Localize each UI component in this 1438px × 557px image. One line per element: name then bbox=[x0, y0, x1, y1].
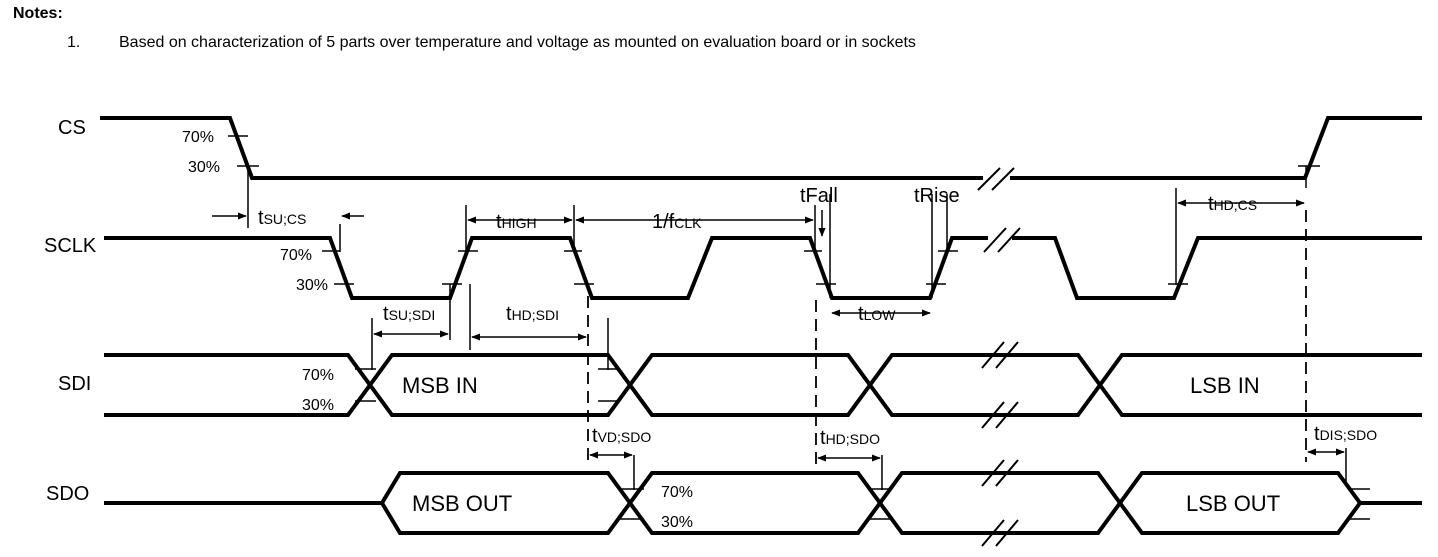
sdi-70-label: 70% bbox=[302, 367, 334, 384]
sdi-threshold-marks bbox=[355, 368, 620, 402]
label-t-rise: tRise bbox=[914, 185, 960, 207]
label-t-dis-sdo: tDIS;SDO bbox=[1314, 423, 1377, 445]
label-t-su-cs: tSU;CS bbox=[258, 207, 306, 229]
cs-break-mark bbox=[977, 167, 1015, 191]
label-t-fall: tFall bbox=[800, 185, 838, 207]
label-period: 1/fCLK bbox=[652, 211, 702, 233]
label-t-hd-cs: tHD;CS bbox=[1208, 193, 1257, 215]
sdo-30-label: 30% bbox=[661, 514, 693, 531]
sdo-70-label: 70% bbox=[661, 484, 693, 501]
ref-line-sdo-valid bbox=[633, 448, 1347, 490]
sclk-threshold-marks bbox=[322, 250, 1188, 285]
sclk-70-label: 70% bbox=[280, 247, 312, 264]
sdo-break-mark-bottom bbox=[981, 519, 1019, 547]
sclk-break-mark bbox=[983, 227, 1021, 253]
ref-line-sclk-edges bbox=[339, 166, 1307, 370]
signal-label-sclk: SCLK bbox=[44, 235, 97, 257]
sclk-waveform bbox=[104, 236, 1422, 300]
sdo-lsb-out-label: LSB OUT bbox=[1186, 491, 1280, 516]
sdi-break-mark-bottom bbox=[981, 401, 1019, 429]
note-text: Based on characterization of 5 parts ove… bbox=[119, 34, 916, 51]
cs-waveform bbox=[100, 116, 1422, 180]
signal-label-sdo: SDO bbox=[46, 483, 89, 505]
sdi-break-mark-top bbox=[981, 341, 1019, 369]
label-t-su-sdi: tSU;SDI bbox=[383, 303, 435, 325]
note-number: 1. bbox=[67, 34, 81, 51]
cs-threshold-marks bbox=[228, 135, 1320, 167]
signal-label-sdi: SDI bbox=[58, 373, 91, 395]
label-t-low: tLOW bbox=[858, 303, 896, 325]
cs-30-label: 30% bbox=[188, 159, 220, 176]
sdo-threshold-marks bbox=[620, 488, 1370, 520]
sdi-waveform bbox=[104, 353, 1422, 417]
label-t-high: tHIGH bbox=[496, 211, 537, 233]
sdo-waveform bbox=[104, 471, 1422, 535]
label-t-hd-sdi: tHD;SDI bbox=[506, 303, 559, 325]
notes-title: Notes: bbox=[13, 5, 63, 22]
label-t-hd-sdo: tHD;SDO bbox=[820, 427, 880, 449]
signal-label-cs: CS bbox=[58, 117, 86, 139]
note-item: 1. Based on characterization of 5 parts o… bbox=[67, 34, 1367, 52]
sdi-lsb-in-label: LSB IN bbox=[1190, 373, 1260, 398]
sdo-msb-out-label: MSB OUT bbox=[412, 491, 512, 516]
sdo-break-mark-top bbox=[981, 459, 1019, 487]
label-t-vd-sdo: tVD;SDO bbox=[592, 425, 651, 447]
cs-70-label: 70% bbox=[182, 129, 214, 146]
sdi-msb-in-label: MSB IN bbox=[402, 373, 478, 398]
sclk-30-label: 30% bbox=[296, 277, 328, 294]
sdi-30-label: 30% bbox=[302, 397, 334, 414]
notes-section: Notes: 1. Based on characterization of 5 … bbox=[13, 5, 916, 51]
